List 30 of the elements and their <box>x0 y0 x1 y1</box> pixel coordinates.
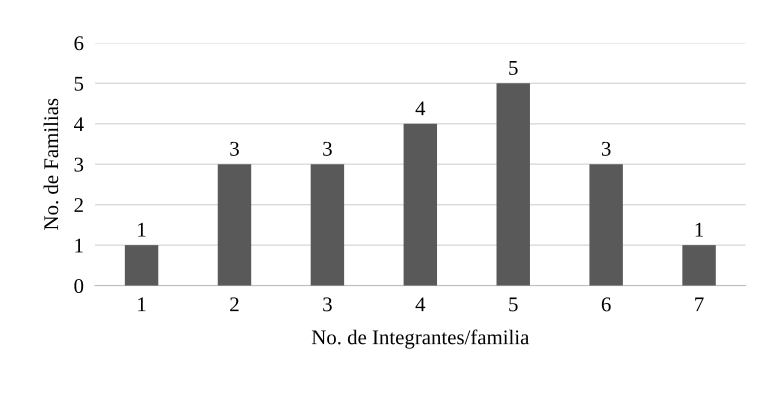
data-label: 1 <box>138 222 146 237</box>
data-label: 1 <box>696 222 704 237</box>
data-label: 4 <box>416 101 426 116</box>
y-tick-label: 1 <box>75 238 83 252</box>
x-tick-label: 6 <box>602 297 611 312</box>
y-tick-label: 2 <box>74 198 83 212</box>
y-tick-label: 3 <box>74 158 84 172</box>
x-tick-label: 2 <box>230 297 239 312</box>
data-label: 5 <box>509 61 518 75</box>
data-label: 3 <box>323 142 332 156</box>
y-tick-label: 5 <box>74 76 84 91</box>
y-tick-label: 6 <box>74 36 84 50</box>
x-tick-label: 4 <box>416 297 426 312</box>
bar <box>496 83 530 286</box>
bar <box>404 124 438 286</box>
y-tick-label: 4 <box>74 117 84 131</box>
data-label: 3 <box>602 142 611 156</box>
bar <box>589 164 623 286</box>
bar <box>310 164 344 286</box>
bar <box>124 245 158 286</box>
data-label: 3 <box>230 142 239 156</box>
x-tick-label: 3 <box>323 297 332 312</box>
y-axis-title: No. de Familias <box>44 98 58 230</box>
y-tick-label: 0 <box>74 278 84 294</box>
bar <box>218 164 252 286</box>
x-axis-title: No. de Integrantes/familia <box>312 329 530 349</box>
x-tick-label: 7 <box>695 298 704 312</box>
x-tick-label: 5 <box>509 298 518 312</box>
bar <box>682 245 716 286</box>
x-tick-label: 1 <box>138 297 146 312</box>
